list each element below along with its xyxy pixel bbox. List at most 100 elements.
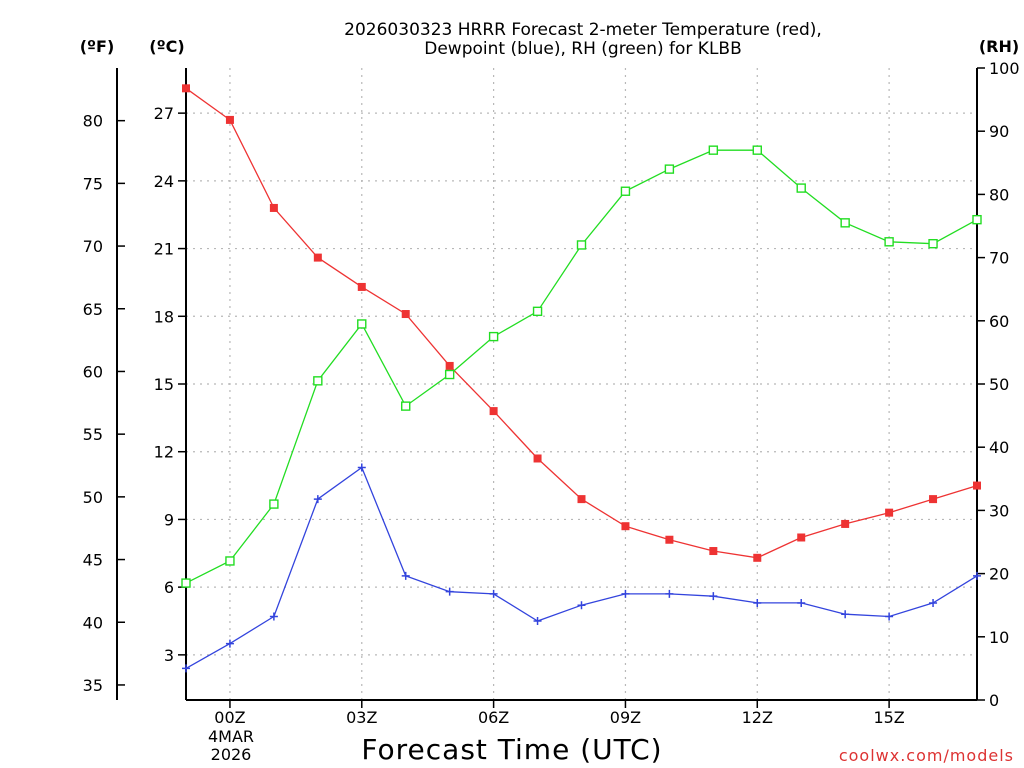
fahrenheit-tick-label: 40 — [83, 613, 103, 632]
celsius-tick-label: 6 — [164, 578, 174, 597]
rh-point — [576, 240, 587, 250]
dewpoint-point — [753, 598, 762, 607]
rh-point — [444, 369, 455, 380]
temperature-point — [929, 495, 938, 504]
rh-point — [181, 578, 191, 588]
rh-tick-label: 50 — [989, 375, 1009, 394]
chart-title-line2: Dewpoint (blue), RH (green) for KLBB — [424, 39, 742, 59]
rh-tick-label: 90 — [989, 122, 1009, 141]
rh-tick-label: 30 — [989, 501, 1009, 520]
temperature-point — [489, 407, 498, 416]
temperature-point — [797, 533, 806, 542]
x-tick-label: 15Z — [873, 708, 904, 727]
celsius-tick-label: 3 — [164, 646, 174, 665]
series-lines — [185, 87, 978, 669]
x-tick-label: 09Z — [610, 708, 641, 727]
x-tick-label: 00Z — [214, 708, 245, 727]
rh-point — [488, 331, 499, 342]
fahrenheit-unit-label: (ºF) — [80, 37, 115, 56]
dewpoint-point — [709, 592, 718, 601]
temperature-point — [533, 454, 542, 463]
fahrenheit-tick-label: 80 — [83, 112, 103, 131]
dewpoint-point — [973, 571, 981, 580]
temperature-point — [753, 553, 762, 562]
dewpoint-point — [225, 639, 234, 648]
celsius-tick-label: 12 — [154, 443, 174, 462]
dewpoint-point — [489, 589, 498, 598]
fahrenheit-tick-label: 70 — [83, 237, 103, 256]
rh-tick-label: 40 — [989, 438, 1009, 457]
rh-point — [928, 238, 938, 249]
dewpoint-point — [313, 495, 322, 504]
temperature-point — [665, 535, 674, 544]
rh-tick-label: 70 — [989, 249, 1009, 268]
fahrenheit-tick-label: 75 — [83, 174, 103, 193]
temperature-point — [709, 547, 718, 556]
date-line1: 4MAR — [208, 727, 254, 746]
rh-point — [357, 319, 367, 329]
fahrenheit-tick-label: 45 — [83, 551, 103, 570]
rh-point — [313, 376, 323, 386]
rh-point — [972, 214, 982, 225]
series-markers — [181, 84, 982, 673]
celsius-tick-label: 9 — [164, 510, 174, 529]
dewpoint-point — [577, 601, 586, 610]
celsius-tick-label: 18 — [154, 307, 174, 326]
fahrenheit-tick-label: 55 — [83, 425, 103, 444]
temperature-point — [445, 361, 454, 370]
rh-point — [884, 237, 894, 247]
x-tick-label: 06Z — [478, 708, 509, 727]
dewpoint-point — [929, 598, 938, 607]
temperature-point — [269, 203, 278, 212]
temperature-point — [621, 522, 630, 531]
temperature-point — [225, 115, 234, 124]
temperature-series-line — [185, 87, 978, 559]
celsius-tick-label: 27 — [154, 104, 174, 123]
celsius-tick-label: 24 — [154, 172, 174, 191]
rh-tick-label: 80 — [989, 185, 1009, 204]
rh-point — [664, 164, 675, 174]
rh-tick-label: 10 — [989, 628, 1009, 647]
rh-tick-label: 0 — [989, 691, 999, 710]
rh-point — [840, 218, 850, 228]
fahrenheit-tick-label: 60 — [83, 362, 103, 381]
rh-series-line — [185, 149, 978, 584]
dewpoint-point — [533, 617, 542, 625]
temperature-point — [885, 508, 894, 517]
temperature-point — [401, 310, 410, 319]
rh-point — [620, 186, 631, 196]
rh-point — [532, 306, 543, 317]
fahrenheit-tick-label: 65 — [83, 300, 103, 319]
rh-unit-label: (RH) — [979, 37, 1019, 56]
x-tick-label: 03Z — [346, 708, 377, 727]
temperature-point — [973, 481, 981, 490]
chart-title-line1: 2026030323 HRRR Forecast 2-meter Tempera… — [344, 20, 822, 40]
temperature-point — [577, 495, 586, 504]
dewpoint-point — [445, 587, 454, 596]
dewpoint-point — [841, 610, 850, 619]
dewpoint-point — [357, 463, 366, 472]
credit-label: coolwx.com/models — [839, 746, 1014, 765]
rh-tick-label: 100 — [989, 59, 1020, 78]
temperature-point — [313, 253, 322, 262]
celsius-tick-label: 21 — [154, 240, 174, 259]
dewpoint-point — [182, 664, 190, 673]
temperature-point — [357, 282, 366, 291]
dewpoint-point — [665, 589, 674, 598]
rh-point — [752, 145, 762, 155]
dewpoint-point — [797, 598, 806, 607]
tick-labels: 00Z 03Z 06Z 09Z 12Z 15Z 3 6 9 12 15 18 21 24 27 35 40 45 5… — [83, 59, 1020, 727]
temperature-point — [841, 519, 850, 528]
axes — [116, 67, 985, 708]
rh-tick-label: 20 — [989, 565, 1009, 584]
rh-point — [796, 183, 806, 193]
dewpoint-point — [269, 612, 278, 621]
celsius-tick-label: 15 — [154, 375, 174, 394]
date-line2: 2026 — [211, 745, 252, 764]
celsius-unit-label: (ºC) — [149, 37, 184, 56]
fahrenheit-tick-label: 35 — [83, 676, 103, 695]
dewpoint-point — [885, 612, 894, 621]
rh-point — [401, 401, 411, 411]
gridlines — [186, 68, 977, 700]
